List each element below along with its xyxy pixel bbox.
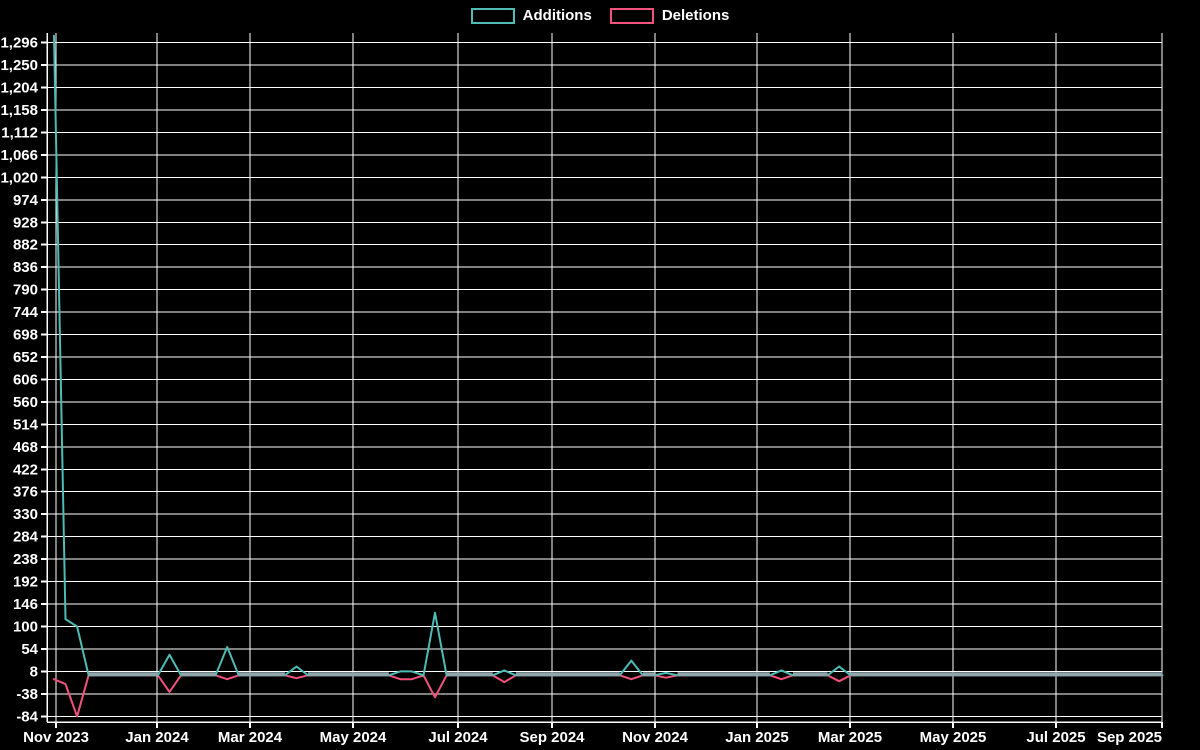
y-tick-label: 192 — [13, 574, 38, 591]
x-tick-label: Mar 2025 — [818, 729, 882, 746]
y-tick-label: -84 — [16, 708, 38, 725]
legend-label-additions: Additions — [522, 7, 592, 24]
x-tick-label: May 2025 — [920, 729, 987, 746]
x-tick-label: Nov 2023 — [23, 729, 89, 746]
x-tick-label: Nov 2024 — [622, 729, 689, 746]
y-tick-label: 1,204 — [0, 80, 38, 97]
y-tick-label: 54 — [21, 641, 38, 658]
y-tick-label: 836 — [13, 259, 38, 276]
y-tick-label: 1,112 — [1, 124, 38, 141]
y-tick-label: 1,020 — [0, 169, 38, 186]
x-tick-label: Sep 2025 — [1097, 729, 1162, 746]
additions-swatch-icon — [470, 7, 515, 24]
legend: Additions Deletions — [0, 7, 1200, 24]
additions-line — [53, 34, 1164, 677]
y-tick-label: 974 — [13, 192, 39, 209]
deletions-line — [53, 674, 1164, 718]
y-tick-label: 100 — [13, 618, 38, 635]
y-tick-label: 8 — [30, 663, 38, 680]
x-tick-label: Jul 2024 — [428, 729, 488, 746]
y-tick-label: 652 — [13, 349, 38, 366]
y-tick-label: 468 — [13, 439, 38, 456]
y-tick-label: 698 — [13, 327, 38, 344]
y-tick-label: 514 — [13, 416, 39, 433]
legend-item-deletions[interactable]: Deletions — [609, 7, 730, 24]
y-tick-label: 284 — [13, 529, 39, 546]
y-tick-label: 790 — [13, 282, 38, 299]
legend-label-deletions: Deletions — [661, 7, 730, 24]
x-tick-label: Mar 2024 — [218, 729, 283, 746]
x-tick-label: Sep 2024 — [519, 729, 585, 746]
y-tick-label: 882 — [13, 237, 38, 254]
y-tick-label: 928 — [13, 214, 38, 231]
y-tick-label: 744 — [13, 304, 39, 321]
x-tick-label: May 2024 — [320, 729, 387, 746]
legend-item-additions[interactable]: Additions — [470, 7, 592, 24]
y-tick-label: 330 — [13, 506, 38, 523]
y-tick-label: 1,296 — [0, 35, 38, 52]
y-tick-label: 238 — [13, 551, 38, 568]
y-tick-label: 1,158 — [0, 102, 38, 119]
deletions-swatch-icon — [609, 7, 654, 24]
x-tick-label: Jan 2025 — [725, 729, 788, 746]
y-tick-label: 560 — [13, 394, 38, 411]
y-tick-label: 376 — [13, 484, 38, 501]
x-tick-label: Jul 2025 — [1026, 729, 1085, 746]
x-tick-label: Jan 2024 — [125, 729, 189, 746]
y-tick-label: 1,250 — [0, 57, 38, 74]
y-tick-label: 146 — [13, 596, 38, 613]
y-tick-label: 422 — [13, 461, 38, 478]
y-tick-label: -38 — [16, 686, 38, 703]
y-tick-label: 1,066 — [0, 147, 38, 164]
y-tick-label: 606 — [13, 371, 38, 388]
